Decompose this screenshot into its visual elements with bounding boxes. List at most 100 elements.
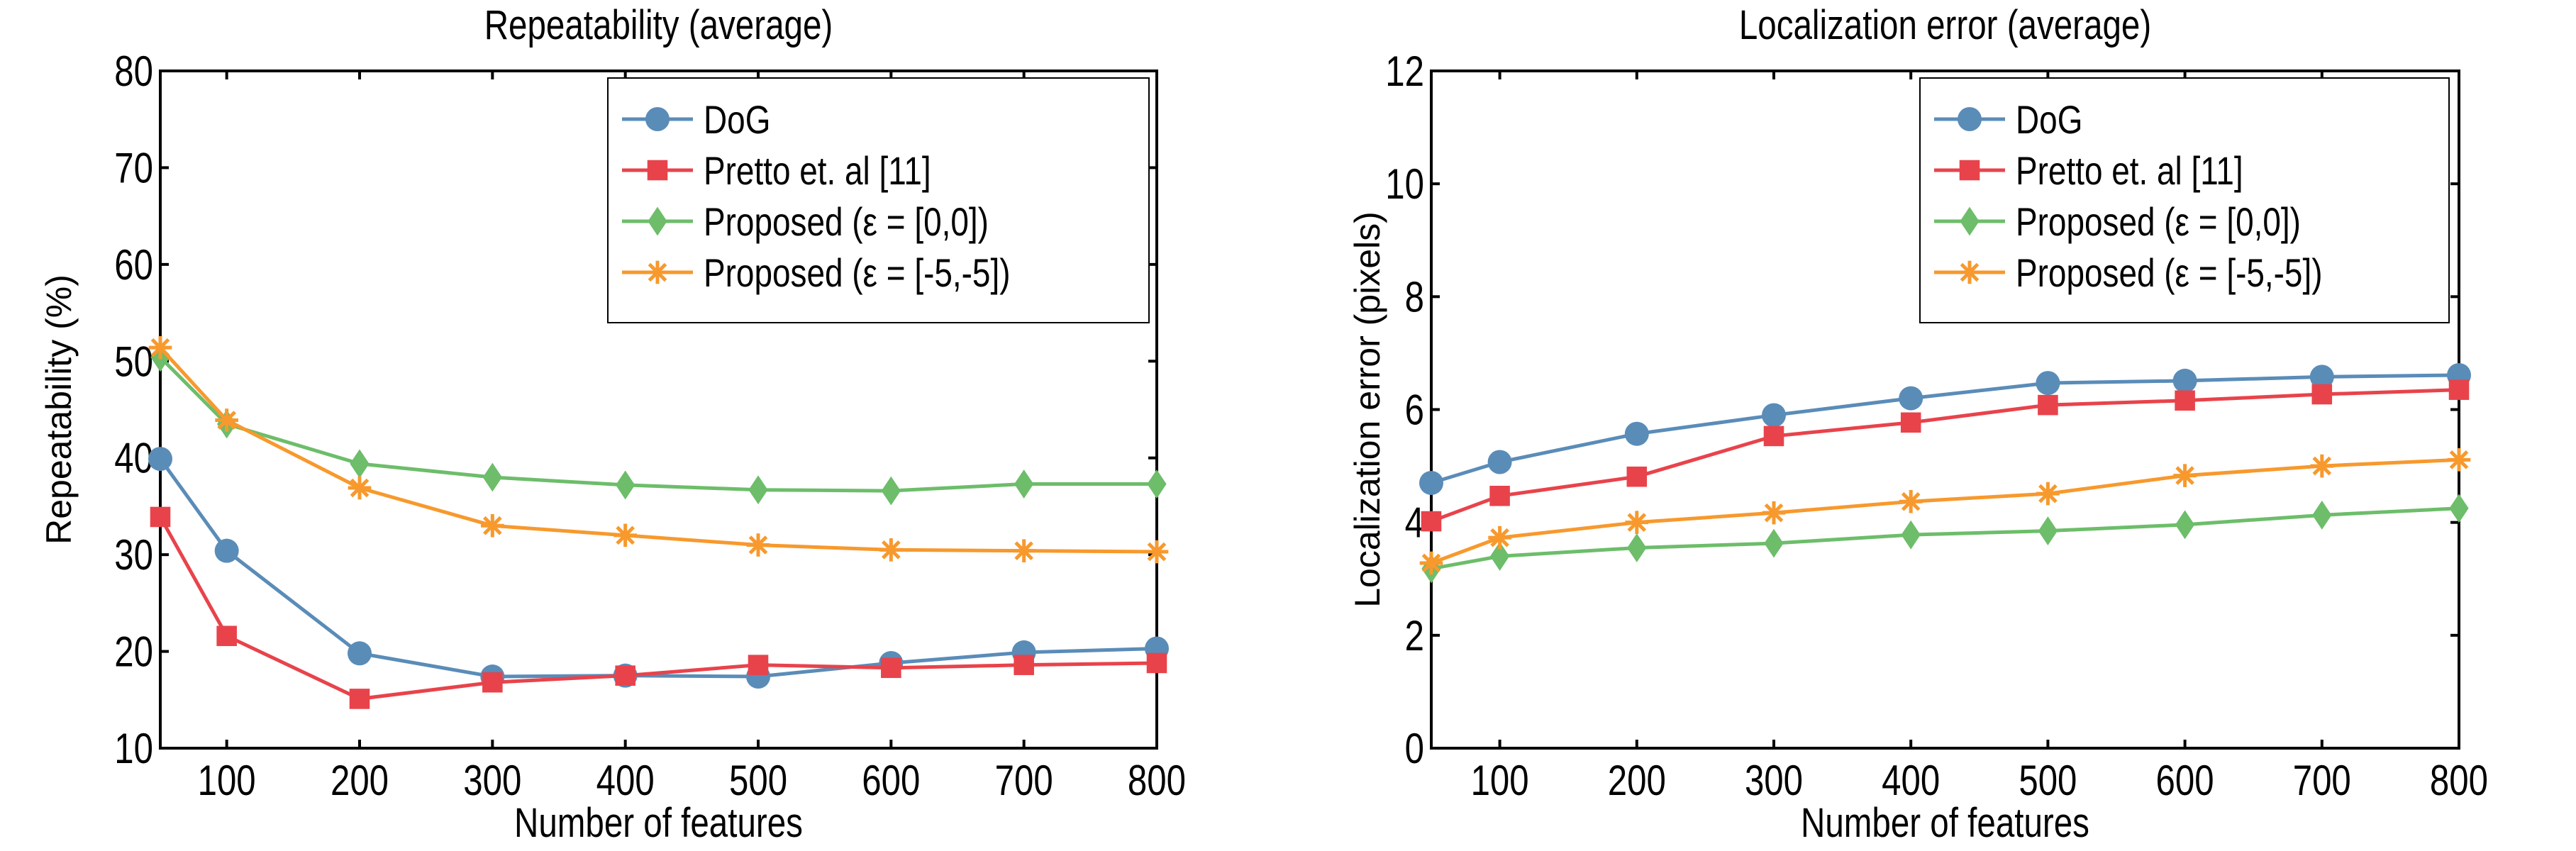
asterisk-marker (1899, 489, 1923, 513)
legend-item: Pretto et. al [11] (1934, 149, 2243, 193)
y-tick-label: 4 (1405, 499, 1424, 547)
legend-label: Pretto et. al [11] (2016, 149, 2243, 193)
series-DoG (1419, 362, 2471, 495)
series-Proposed00 (150, 343, 1167, 506)
y-tick-label: 10 (114, 724, 153, 772)
diamond-marker (1014, 469, 1034, 499)
legend: DoG Pretto et. al [11] Proposed (ε = [0,0]… (607, 77, 1150, 323)
diamond-marker (2449, 494, 2469, 523)
diamond-marker (1627, 533, 1647, 562)
circle-marker (148, 447, 172, 472)
chart-title: Repeatability (average) (484, 3, 833, 49)
chart-title: Localization error (average) (1739, 3, 2151, 49)
square-marker (1626, 466, 1648, 487)
diamond-marker (881, 476, 901, 506)
circle-marker (1958, 107, 1982, 131)
y-tick-label: 40 (114, 434, 153, 482)
diamond-marker (1147, 469, 1167, 499)
localization-error-chart: Localization error (average) 100 200 300 400… (1348, 3, 2488, 847)
circle-marker (1762, 403, 1786, 428)
diamond-marker (482, 462, 502, 492)
legend-item: Proposed (ε = [-5,-5]) (1934, 251, 2323, 295)
legend-item: DoG (1934, 98, 2082, 142)
circle-marker (2309, 365, 2334, 389)
asterisk-marker (348, 476, 372, 500)
square-marker (1146, 652, 1167, 674)
legend: DoG Pretto et. al [11] Proposed (ε = [0,0]… (1919, 77, 2450, 323)
legend-label: Pretto et. al [11] (704, 149, 931, 193)
circle-marker (2036, 371, 2060, 396)
legend-box (1919, 77, 2450, 323)
y-tick-label: 12 (1385, 47, 1424, 95)
diamond-marker (2312, 500, 2332, 530)
y-axis-label: Localization error (pixels) (1348, 211, 1387, 608)
asterisk-marker (1488, 525, 1511, 550)
diamond-marker (2038, 516, 2058, 546)
y-tick-label: 6 (1405, 386, 1424, 434)
circle-marker (214, 538, 239, 563)
y-tick-label: 8 (1405, 273, 1424, 321)
x-tick-label: 100 (198, 756, 256, 804)
asterisk-marker (645, 260, 670, 284)
square-marker (615, 665, 635, 686)
asterisk-marker (879, 538, 903, 562)
asterisk-marker (614, 523, 637, 547)
circle-marker (1487, 450, 1512, 474)
square-marker (1421, 511, 1442, 532)
y-tick-label: 60 (114, 240, 153, 289)
x-tick-label: 500 (2019, 756, 2077, 804)
legend-label: Proposed (ε = [0,0]) (2016, 200, 2301, 244)
square-marker (216, 625, 237, 647)
diamond-marker (616, 470, 635, 500)
asterisk-marker (746, 533, 770, 557)
x-tick-label: 600 (2156, 756, 2214, 804)
legend-item: Proposed (ε = [0,0]) (1934, 200, 2301, 244)
legend-item: Pretto et. al [11] (622, 149, 931, 193)
square-marker (647, 160, 668, 181)
circle-marker (2172, 368, 2197, 393)
series-line (158, 516, 1157, 701)
y-tick-label: 30 (114, 530, 153, 579)
legend-label: Proposed (ε = [-5,-5]) (704, 251, 1010, 295)
x-tick-label: 200 (1608, 756, 1666, 804)
square-marker (482, 672, 503, 693)
x-tick-label: 800 (1128, 756, 1186, 804)
asterisk-marker (1145, 540, 1169, 564)
circle-marker (1899, 386, 1923, 411)
square-marker (1763, 425, 1784, 447)
y-tick-label: 50 (114, 338, 153, 386)
circle-marker (645, 107, 670, 131)
asterisk-marker (2173, 464, 2197, 487)
legend-label: DoG (2016, 98, 2082, 142)
asterisk-marker (2036, 482, 2060, 506)
legend-item: Proposed (ε = [0,0]) (622, 200, 989, 244)
square-marker (2175, 390, 2195, 411)
circle-marker (1624, 421, 1649, 446)
asterisk-marker (215, 408, 238, 432)
axes-frame (159, 69, 1158, 750)
x-axis-label: Number of features (514, 801, 803, 847)
series-Proposed55 (1419, 448, 2471, 575)
x-tick-label: 400 (596, 756, 655, 804)
legend-label: Proposed (ε = [0,0]) (704, 200, 989, 244)
x-tick-label: 400 (1882, 756, 1940, 804)
legend-label: DoG (704, 98, 770, 142)
x-tick-label: 300 (1745, 756, 1803, 804)
circle-marker (348, 641, 372, 666)
y-tick-label: 80 (114, 47, 153, 95)
square-marker (748, 655, 769, 675)
x-tick-label: 100 (1471, 756, 1529, 804)
circle-marker (1419, 470, 1443, 495)
diamond-marker (350, 449, 370, 479)
asterisk-marker (481, 513, 504, 538)
asterisk-marker (2310, 454, 2334, 478)
series-line (1431, 457, 2460, 565)
legend-item: DoG (622, 98, 770, 142)
series-Pretto (150, 506, 1167, 709)
x-tick-label: 700 (2293, 756, 2351, 804)
square-marker (1014, 655, 1034, 675)
series-line (159, 356, 1157, 493)
y-tick-label: 2 (1405, 611, 1424, 660)
x-axis-label: Number of features (1801, 801, 2089, 847)
